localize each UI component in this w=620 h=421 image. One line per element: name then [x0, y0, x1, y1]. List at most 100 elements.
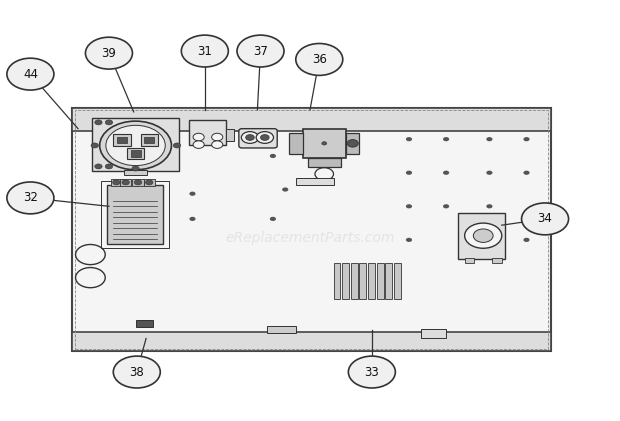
Bar — [189, 120, 226, 146]
Circle shape — [7, 58, 54, 90]
Bar — [111, 179, 122, 186]
Text: 37: 37 — [253, 45, 268, 58]
Circle shape — [211, 133, 223, 141]
Text: 32: 32 — [23, 192, 38, 205]
Circle shape — [406, 204, 412, 208]
Text: eReplacementParts.com: eReplacementParts.com — [225, 231, 395, 245]
Circle shape — [406, 238, 412, 242]
Circle shape — [443, 204, 449, 208]
Circle shape — [105, 120, 113, 125]
Bar — [303, 129, 346, 158]
Bar — [133, 179, 144, 186]
Circle shape — [270, 217, 276, 221]
Circle shape — [193, 133, 204, 141]
Bar — [289, 133, 303, 154]
Bar — [464, 258, 474, 263]
Circle shape — [523, 137, 529, 141]
Bar — [334, 263, 340, 298]
Bar — [72, 332, 551, 351]
Circle shape — [181, 35, 228, 67]
Circle shape — [211, 141, 223, 148]
Circle shape — [173, 143, 180, 148]
Circle shape — [347, 140, 358, 147]
Circle shape — [486, 171, 492, 175]
Circle shape — [406, 137, 412, 141]
Text: 39: 39 — [102, 47, 117, 60]
Bar — [107, 185, 163, 244]
Bar — [120, 179, 131, 186]
Circle shape — [189, 192, 195, 196]
Bar — [368, 263, 375, 298]
Text: 33: 33 — [365, 365, 379, 378]
Bar — [346, 133, 360, 154]
Bar — [144, 179, 155, 186]
Circle shape — [486, 137, 492, 141]
Text: 34: 34 — [538, 212, 552, 225]
Circle shape — [122, 180, 130, 185]
Circle shape — [193, 141, 204, 148]
Bar — [101, 181, 169, 248]
Circle shape — [135, 180, 142, 185]
Circle shape — [260, 135, 269, 141]
Circle shape — [486, 204, 492, 208]
Circle shape — [523, 238, 529, 242]
Circle shape — [189, 217, 195, 221]
Bar — [296, 178, 334, 185]
Bar — [360, 263, 366, 298]
Circle shape — [86, 37, 133, 69]
Circle shape — [113, 180, 120, 185]
Bar — [377, 263, 384, 298]
Circle shape — [106, 125, 166, 165]
Bar — [144, 137, 154, 144]
Circle shape — [443, 171, 449, 175]
Circle shape — [100, 121, 172, 170]
Circle shape — [406, 171, 412, 175]
Circle shape — [91, 143, 99, 148]
FancyBboxPatch shape — [239, 129, 277, 148]
Circle shape — [146, 180, 153, 185]
Circle shape — [521, 203, 569, 235]
Bar — [72, 108, 551, 131]
Circle shape — [113, 356, 161, 388]
Circle shape — [322, 142, 327, 145]
Bar — [125, 170, 147, 175]
Circle shape — [296, 43, 343, 75]
Bar — [75, 110, 548, 349]
Circle shape — [7, 182, 54, 214]
Bar — [117, 137, 127, 144]
Circle shape — [95, 164, 102, 169]
Bar — [394, 263, 401, 298]
Text: 31: 31 — [197, 45, 212, 58]
Bar — [308, 158, 341, 167]
Bar — [342, 263, 349, 298]
Circle shape — [105, 164, 113, 169]
Bar — [72, 108, 551, 351]
Circle shape — [464, 223, 502, 248]
Circle shape — [270, 154, 276, 158]
Circle shape — [473, 229, 493, 242]
Circle shape — [241, 132, 259, 144]
Bar — [458, 213, 505, 259]
Bar — [136, 320, 153, 327]
Bar — [127, 147, 144, 159]
Circle shape — [523, 171, 529, 175]
Bar — [267, 326, 296, 333]
Circle shape — [95, 120, 102, 125]
Circle shape — [443, 137, 449, 141]
Bar — [131, 150, 141, 157]
Bar — [351, 263, 358, 298]
Circle shape — [246, 135, 254, 141]
Circle shape — [282, 187, 288, 192]
Bar — [422, 329, 446, 338]
Bar — [492, 258, 502, 263]
Bar — [92, 118, 179, 171]
Bar — [141, 134, 158, 146]
Text: 44: 44 — [23, 68, 38, 81]
Text: 38: 38 — [130, 365, 144, 378]
Circle shape — [348, 356, 396, 388]
Bar — [226, 129, 234, 141]
Text: 36: 36 — [312, 53, 327, 66]
Circle shape — [256, 132, 273, 144]
Bar — [386, 263, 392, 298]
Bar — [113, 134, 131, 146]
